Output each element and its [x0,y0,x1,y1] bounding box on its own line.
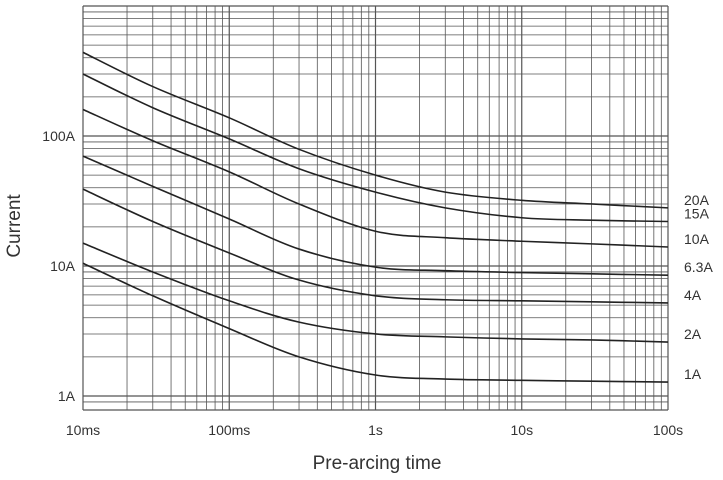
series-lines [82,51,669,383]
y-tick-label: 1A [58,388,76,404]
x-axis-title: Pre-arcing time [313,453,442,474]
series-label: 15A [684,206,710,222]
series-line-15A [82,73,669,223]
x-tick-label: 100ms [208,422,250,438]
series-label: 10A [684,231,710,247]
x-tick-label: 10s [511,422,534,438]
y-axis-title: Current [4,194,25,258]
series-line-6-3A [82,155,669,276]
series-line-10A [82,108,669,248]
y-tick-label: 10A [50,258,76,274]
x-tick-label: 10ms [66,422,100,438]
series-label: 1A [684,366,702,382]
series-label: 4A [684,287,702,303]
x-tick-label: 1s [368,422,383,438]
series-label: 20A [684,192,710,208]
series-line-4A [82,188,669,304]
series-line-1A [82,262,669,383]
x-tick-label: 100s [653,422,683,438]
series-label: 2A [684,326,702,342]
tick-labels: 10ms 100ms 1s 10s 100s 1A 10A 100A [42,128,683,438]
series-line-2A [82,242,669,343]
series-line-20A [82,51,669,209]
series-label: 6.3A [684,259,713,275]
y-tick-label: 100A [42,128,75,144]
grid [82,5,669,411]
